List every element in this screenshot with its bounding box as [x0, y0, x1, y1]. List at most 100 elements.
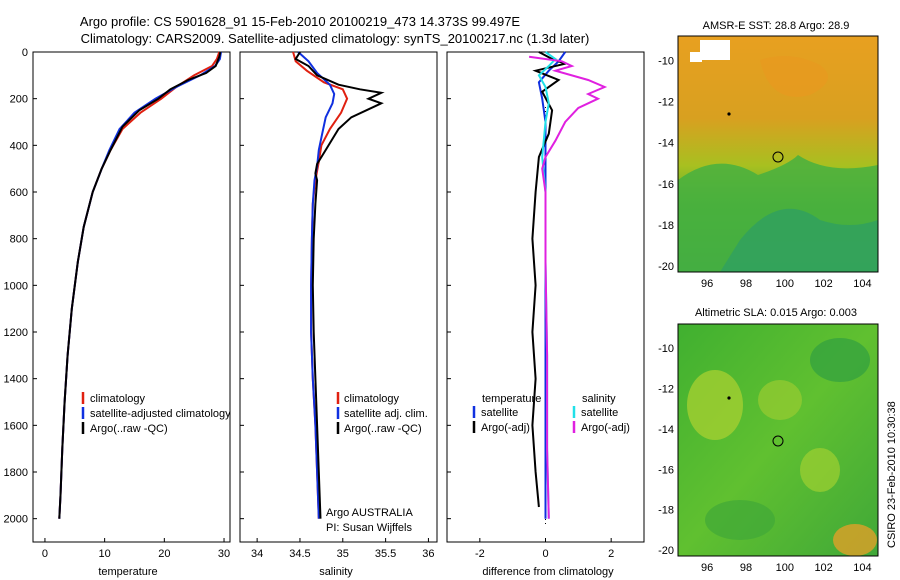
map-y-tick-label: -14	[658, 138, 674, 150]
profile-lines-layer	[58, 51, 608, 519]
x-tick-label: 20	[158, 548, 170, 560]
temperature-axes	[32, 51, 231, 543]
map-y-tick-label: -20	[658, 261, 674, 273]
x-tick-label: 36	[422, 548, 434, 560]
sla-map-frame	[677, 323, 879, 557]
legend-label-sal-argo: Argo(-adj)	[581, 422, 630, 434]
sla-track-point	[727, 396, 731, 400]
legend-title-salinity: salinity	[582, 393, 616, 405]
side-timestamp: CSIRO 23-Feb-2010 10:30:38	[886, 401, 898, 548]
map-y-tick-label: -16	[658, 179, 674, 191]
sst-argo-marker	[772, 151, 784, 163]
sst-track-point	[727, 112, 731, 116]
series-line	[58, 51, 221, 519]
map-y-tick-label: -12	[658, 384, 674, 396]
difference-xlabel: difference from climatology	[482, 566, 614, 578]
map-x-tick-label: 98	[740, 278, 752, 290]
legend-label-sal-satellite: satellite	[581, 407, 618, 419]
y-tick-label: 0	[22, 47, 28, 59]
land-mask	[700, 40, 730, 60]
y-tick-label: 400	[10, 140, 28, 152]
x-tick-label: 0	[42, 548, 48, 560]
x-tick-label: 30	[218, 548, 230, 560]
x-tick-label: 35	[337, 548, 349, 560]
series-line	[528, 55, 608, 519]
series-line	[58, 51, 222, 519]
legend-label-argo: Argo(..raw -QC)	[344, 423, 422, 435]
map-x-tick-label: 104	[853, 278, 871, 290]
y-tick-label: 1000	[4, 280, 28, 292]
sla-map-title: Altimetric SLA: 0.015 Argo: 0.003	[695, 307, 857, 319]
legend-label-temp-satellite: satellite	[481, 407, 518, 419]
y-tick-label: 1600	[4, 420, 28, 432]
y-tick-label: 800	[10, 234, 28, 246]
x-tick-label: 10	[99, 548, 111, 560]
sst-map-frame	[677, 35, 879, 273]
map-x-tick-label: 100	[776, 562, 794, 574]
sla-map-features	[687, 338, 877, 556]
sst-cool-core	[720, 208, 878, 272]
figure-title-line1: Argo profile: CS 5901628_91 15-Feb-2010 …	[80, 14, 521, 29]
sla-high-blob	[800, 448, 840, 492]
series-line	[537, 51, 567, 519]
map-y-tick-label: -18	[658, 220, 674, 232]
map-y-tick-label: -10	[658, 343, 674, 355]
salinity-axes	[239, 51, 438, 543]
sla-argo-marker	[772, 435, 784, 447]
sst-map-title: AMSR-E SST: 28.8 Argo: 28.9	[703, 20, 850, 32]
series-line	[58, 51, 222, 519]
sla-low-blob	[810, 338, 870, 382]
x-tick-label: -2	[475, 548, 485, 560]
sst-map-features	[678, 40, 878, 272]
y-tick-label: 2000	[4, 514, 28, 526]
sla-high-blob	[687, 370, 743, 440]
map-x-tick-label: 96	[701, 562, 713, 574]
map-x-tick-label: 98	[740, 562, 752, 574]
legend-label-satellite: satellite adj. clim.	[344, 408, 428, 420]
map-x-tick-label: 96	[701, 278, 713, 290]
legend-label-temp-argo: Argo(-adj)	[481, 422, 530, 434]
x-tick-label: 2	[608, 548, 614, 560]
sst-warm-patch	[760, 56, 828, 97]
temperature-xlabel: temperature	[98, 566, 157, 578]
legend-label-climatology: climatology	[90, 393, 146, 405]
sla-high-blob	[833, 524, 877, 556]
map-x-tick-label: 104	[853, 562, 871, 574]
argo-annotation-line2: PI: Susan Wijffels	[326, 522, 412, 534]
legend-label-satellite-adjusted: satellite-adjusted climatology	[90, 408, 231, 420]
tick-layer: 0 10 20 30020040060080010001200140016001800…	[4, 47, 872, 574]
argo-annotation-line1: Argo AUSTRALIA	[326, 507, 413, 519]
map-x-tick-label: 102	[814, 562, 832, 574]
y-tick-label: 1400	[4, 374, 28, 386]
x-tick-label: 35.5	[375, 548, 396, 560]
map-y-tick-label: -10	[658, 56, 674, 68]
x-tick-label: 0	[542, 548, 548, 560]
land-mask	[690, 52, 702, 62]
series-line	[297, 51, 336, 519]
sla-low-blob	[705, 500, 775, 540]
y-tick-label: 600	[10, 187, 28, 199]
y-tick-label: 1800	[4, 467, 28, 479]
sla-high-blob	[758, 380, 802, 420]
x-tick-label: 34	[251, 548, 263, 560]
map-y-tick-label: -16	[658, 464, 674, 476]
legend-label-argo: Argo(..raw -QC)	[90, 423, 168, 435]
salinity-xlabel: salinity	[319, 566, 353, 578]
temperature-legend: climatology satellite-adjusted climatolo…	[81, 392, 231, 435]
salinity-legend: climatology satellite adj. clim. Argo(..…	[326, 392, 428, 534]
map-y-tick-label: -14	[658, 424, 674, 436]
map-x-tick-label: 102	[814, 278, 832, 290]
map-y-tick-label: -20	[658, 545, 674, 557]
y-tick-label: 1200	[4, 327, 28, 339]
difference-legend: temperature salinity satellite Argo(-adj…	[472, 393, 630, 434]
series-line	[294, 51, 385, 519]
x-tick-label: 34.5	[289, 548, 310, 560]
map-y-tick-label: -12	[658, 97, 674, 109]
y-tick-label: 200	[10, 94, 28, 106]
series-line	[292, 51, 349, 519]
map-x-tick-label: 100	[776, 278, 794, 290]
legend-title-temperature: temperature	[482, 393, 541, 405]
map-y-tick-label: -18	[658, 505, 674, 517]
series-line	[531, 51, 569, 508]
